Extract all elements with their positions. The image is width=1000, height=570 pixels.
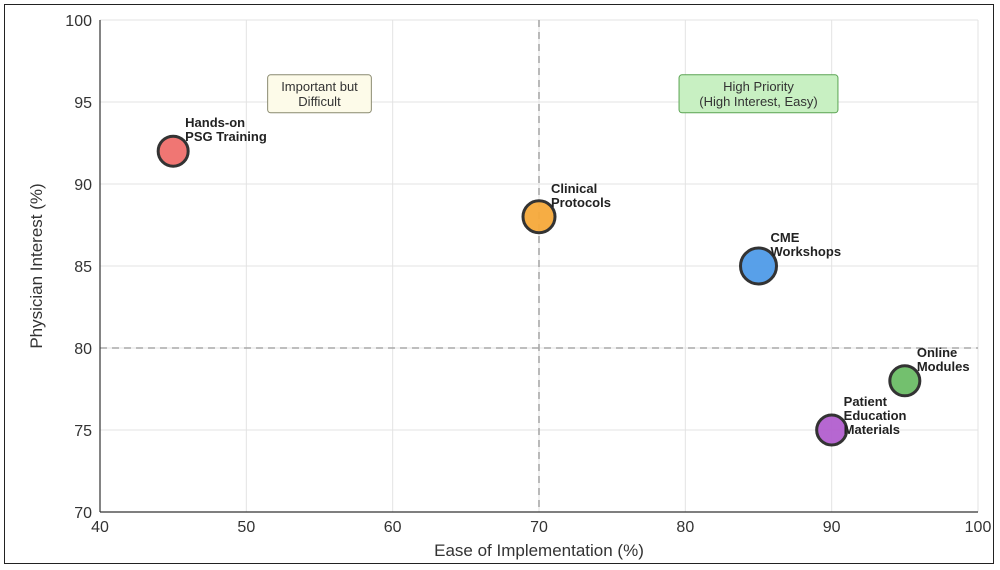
- point-label: Hands-on: [185, 115, 245, 130]
- point-label: Clinical: [551, 181, 597, 196]
- x-tick-label: 40: [91, 519, 109, 536]
- y-tick-label: 75: [74, 423, 92, 440]
- point-label: PSG Training: [185, 129, 267, 144]
- y-axis-label: Physician Interest (%): [27, 183, 46, 348]
- x-tick-label: 60: [384, 519, 402, 536]
- data-point: [888, 364, 922, 398]
- x-tick-label: 50: [237, 519, 255, 536]
- point-label: CME: [771, 230, 800, 245]
- y-tick-label: 95: [74, 95, 92, 112]
- point-label: Online: [917, 345, 957, 360]
- x-tick-label: 90: [823, 519, 841, 536]
- y-tick-label: 85: [74, 259, 92, 276]
- annotation-box: [267, 74, 372, 114]
- y-tick-label: 100: [65, 13, 92, 30]
- point-label: Materials: [844, 422, 900, 437]
- data-point: [156, 134, 190, 168]
- y-tick-label: 90: [74, 177, 92, 194]
- axes: [99, 20, 978, 513]
- annotation-text: Difficult: [298, 94, 341, 109]
- x-tick-label: 80: [676, 519, 694, 536]
- y-tick-label: 70: [74, 505, 92, 522]
- point-label: Modules: [917, 359, 970, 374]
- reference-lines: [100, 20, 978, 512]
- x-tick-label: 70: [530, 519, 548, 536]
- annotation-text: Important but: [281, 79, 358, 94]
- y-tick-label: 80: [74, 341, 92, 358]
- point-label: Education: [844, 408, 907, 423]
- quadrant-annotation: High Priority(High Interest, Easy): [678, 74, 839, 114]
- point-label: Patient: [844, 394, 888, 409]
- data-point: [521, 199, 557, 235]
- point-label: Protocols: [551, 195, 611, 210]
- tick-labels: 40 50 60 70 80 90 100 70 75 80 85 90 95 100: [65, 13, 991, 536]
- annotation-box: [678, 74, 839, 114]
- data-point: [739, 246, 778, 286]
- point-label: Workshops: [771, 244, 842, 259]
- annotation-text: (High Interest, Easy): [699, 94, 818, 109]
- data-points: [156, 134, 922, 447]
- annotation-text: High Priority: [723, 79, 794, 94]
- data-point: [815, 413, 849, 447]
- x-tick-label: 100: [965, 519, 992, 536]
- x-axis-label: Ease of Implementation (%): [434, 541, 644, 560]
